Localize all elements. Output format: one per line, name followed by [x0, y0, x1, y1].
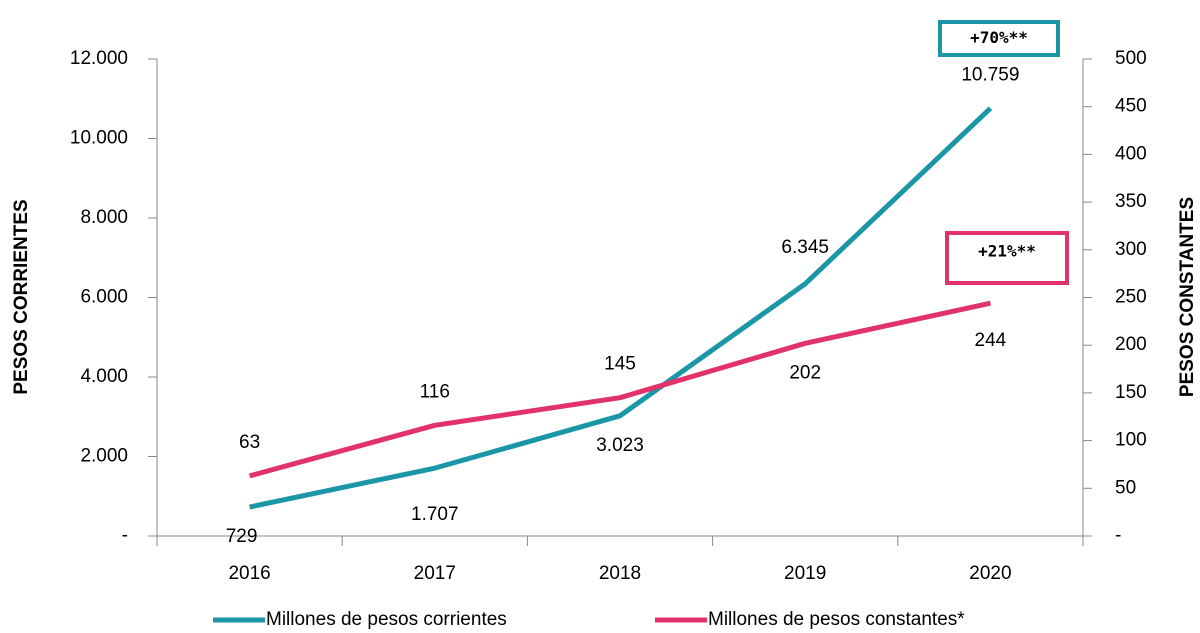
- data-label: 116: [420, 381, 450, 402]
- data-label: 202: [789, 362, 821, 383]
- data-label: 3.023: [596, 435, 644, 456]
- y2-tick-label: 300: [1115, 239, 1147, 260]
- annotation: +21%**: [978, 242, 1036, 261]
- data-label: 729: [226, 526, 258, 547]
- legend-label: Millones de pesos corrientes: [266, 609, 507, 630]
- data-label: 63: [239, 432, 260, 453]
- y-tick-label: 4.000: [80, 366, 128, 387]
- y-tick-label: 2.000: [80, 446, 128, 467]
- annotation: +70%**: [970, 28, 1028, 47]
- x-tick-label: 2018: [599, 563, 641, 584]
- data-label: 244: [975, 330, 1007, 351]
- data-label: 145: [604, 354, 636, 375]
- x-tick-label: 2016: [228, 563, 270, 584]
- y-tick-label: 6.000: [80, 287, 128, 308]
- data-label: 1.707: [411, 504, 459, 525]
- y2-tick-label: 100: [1115, 430, 1147, 451]
- y-tick-label: 12.000: [70, 48, 128, 69]
- y2-axis-title: PESOS CONSTANTES: [1177, 197, 1198, 397]
- y2-tick-label: 150: [1115, 382, 1147, 403]
- y2-tick-label: -: [1115, 525, 1121, 546]
- y2-tick-label: 500: [1115, 48, 1147, 69]
- x-tick-label: 2017: [414, 563, 456, 584]
- y-tick-label: -: [122, 525, 128, 546]
- y2-tick-label: 350: [1115, 191, 1147, 212]
- y-tick-label: 8.000: [80, 207, 128, 228]
- y-tick-label: 10.000: [70, 128, 128, 149]
- y2-tick-label: 250: [1115, 287, 1147, 308]
- y2-tick-label: 200: [1115, 334, 1147, 355]
- line: [248, 300, 991, 479]
- x-tick-label: 2020: [969, 563, 1011, 584]
- legend-label: Millones de pesos constantes*: [708, 609, 965, 630]
- y-axis-title: PESOS CORRIENTES: [11, 199, 32, 394]
- line: [249, 106, 993, 510]
- y2-tick-label: 450: [1115, 96, 1147, 117]
- data-label: 10.759: [961, 64, 1019, 85]
- annotation-box: [945, 231, 1069, 285]
- x-tick-label: 2019: [784, 563, 826, 584]
- y2-tick-label: 50: [1115, 477, 1136, 498]
- y2-tick-label: 400: [1115, 143, 1147, 164]
- annotation-box: [938, 20, 1060, 57]
- data-label: 6.345: [781, 237, 829, 258]
